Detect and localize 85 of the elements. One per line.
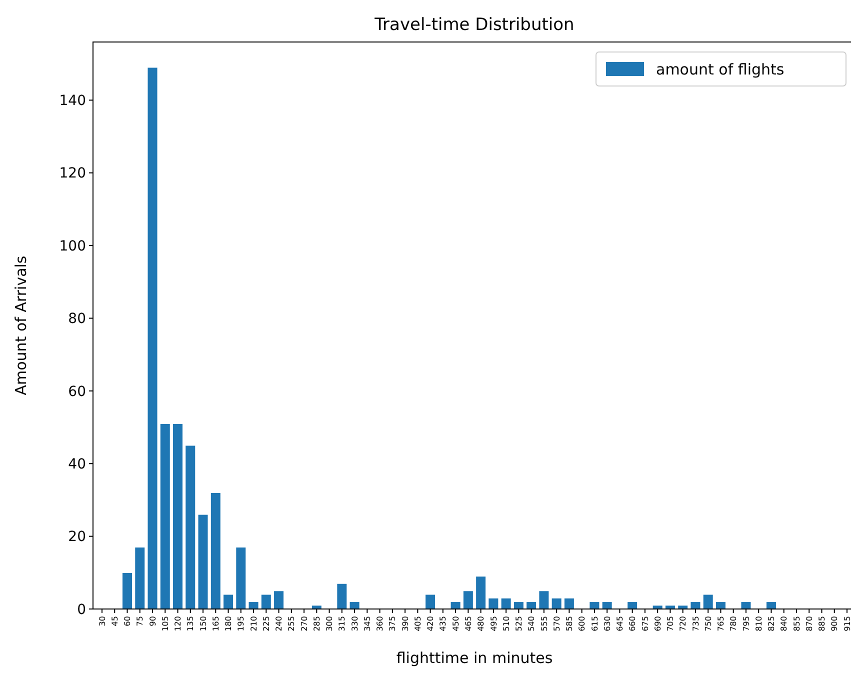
x-tick-label: 135 — [186, 616, 196, 632]
x-tick-label: 180 — [224, 616, 234, 632]
x-tick-label: 660 — [628, 616, 638, 632]
x-tick-label: 360 — [376, 616, 385, 632]
x-tick-label: 630 — [602, 616, 612, 632]
y-tick-label: 120 — [59, 166, 86, 182]
x-tick-label: 90 — [148, 616, 158, 626]
x-tick-label: 225 — [262, 616, 271, 632]
x-tick-label: 585 — [565, 616, 574, 632]
x-tick-label: 600 — [578, 616, 587, 632]
x-tick-label: 270 — [300, 616, 309, 632]
y-tick-label: 40 — [68, 456, 86, 473]
bar — [122, 572, 133, 610]
x-tick-label: 765 — [716, 616, 726, 632]
y-tick-label: 140 — [59, 93, 86, 110]
y-tick-label: 80 — [68, 311, 86, 328]
x-tick-label: 645 — [616, 616, 625, 632]
x-tick-label: 375 — [388, 616, 398, 632]
x-tick-label: 780 — [729, 616, 738, 632]
y-tick-label: 20 — [68, 529, 86, 546]
x-tick-label: 825 — [767, 616, 776, 632]
x-tick-label: 30 — [98, 616, 107, 626]
legend-label: amount of flights — [656, 60, 784, 78]
y-tick-label: 0 — [77, 602, 86, 618]
x-tick-label: 570 — [552, 616, 562, 632]
bar — [172, 423, 184, 610]
bar — [260, 594, 272, 610]
bar — [564, 598, 575, 610]
x-tick-label: 540 — [527, 616, 536, 632]
bar — [450, 601, 461, 610]
x-tick-label: 435 — [438, 616, 448, 632]
x-tick-label: 60 — [123, 616, 132, 626]
x-tick-label: 690 — [653, 616, 662, 632]
x-tick-label: 465 — [464, 616, 473, 632]
x-tick-label: 870 — [804, 616, 814, 632]
x-tick-label: 315 — [338, 616, 347, 632]
x-tick-label: 495 — [489, 616, 498, 632]
x-tick-label: 900 — [830, 616, 840, 632]
x-tick-label: 885 — [818, 616, 827, 632]
x-tick-label: 855 — [792, 616, 802, 632]
bar — [424, 594, 436, 610]
bar — [222, 594, 234, 610]
x-tick-label: 300 — [325, 616, 334, 632]
x-tick-label: 210 — [249, 616, 258, 632]
x-tick-label: 705 — [666, 616, 676, 632]
x-tick-label: 240 — [274, 616, 284, 632]
x-tick-label: 915 — [842, 616, 852, 632]
chart-title: Travel-time Distribution — [374, 15, 574, 35]
x-tick-label: 285 — [312, 616, 322, 632]
x-tick-label: 390 — [400, 616, 410, 632]
x-tick-label: 195 — [236, 616, 246, 632]
x-tick-label: 795 — [742, 616, 751, 632]
x-tick-label: 255 — [287, 616, 296, 632]
x-tick-label: 420 — [426, 616, 436, 632]
x-tick-label: 810 — [754, 616, 764, 632]
x-tick-label: 150 — [198, 616, 208, 632]
x-tick-label: 615 — [590, 616, 600, 632]
x-tick-label: 555 — [540, 616, 549, 632]
x-tick-label: 840 — [780, 616, 789, 632]
bar — [462, 590, 474, 610]
bar — [475, 576, 486, 610]
x-tick-label: 735 — [691, 616, 700, 632]
x-tick-label: 345 — [362, 616, 372, 632]
x-tick-label: 105 — [160, 616, 170, 632]
x-tick-label: 405 — [413, 616, 422, 632]
x-tick-label: 165 — [211, 616, 220, 632]
y-tick-label: 100 — [59, 238, 86, 254]
x-tick-label: 750 — [704, 616, 713, 632]
x-tick-label: 45 — [110, 616, 120, 626]
x-tick-label: 330 — [350, 616, 360, 632]
x-tick-label: 450 — [451, 616, 460, 632]
y-tick-label: 60 — [68, 384, 86, 400]
x-tick-label: 480 — [476, 616, 486, 632]
bar — [273, 590, 284, 610]
y-axis-title: Amount of Arrivals — [12, 256, 30, 396]
x-tick-label: 720 — [678, 616, 688, 632]
bar — [160, 423, 170, 610]
x-tick-label: 75 — [136, 616, 145, 626]
bar — [740, 601, 752, 610]
x-tick-label: 675 — [640, 616, 650, 632]
bar — [210, 492, 221, 610]
x-tick-label: 510 — [502, 616, 511, 632]
x-tick-label: 525 — [514, 616, 524, 632]
x-axis-title: flighttime in minutes — [396, 649, 553, 667]
x-tick-label: 120 — [174, 616, 183, 632]
